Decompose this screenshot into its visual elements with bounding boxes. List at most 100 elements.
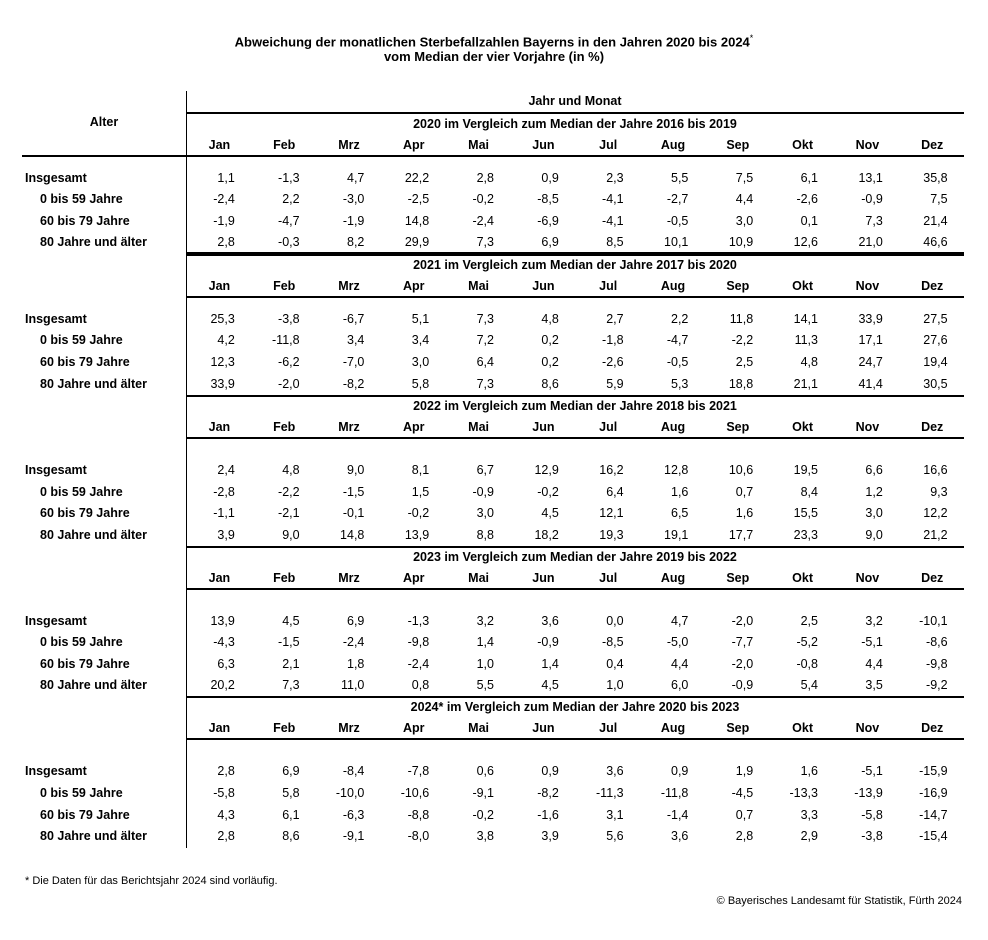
table-cell: 1,8 [347, 657, 365, 671]
table-cell: 15,5 [793, 506, 818, 520]
table-cell: 17,7 [728, 528, 754, 542]
table-cell: -0,9 [537, 635, 559, 649]
column-divider [186, 91, 187, 848]
month-header-apr: Apr [403, 420, 425, 434]
table-cell: 35,8 [923, 171, 948, 185]
month-header-okt: Okt [792, 138, 813, 152]
table-cell: 6,4 [476, 355, 494, 369]
row-label: 60 bis 79 Jahre [40, 657, 130, 671]
table-cell: -0,2 [472, 808, 494, 822]
table-cell: 1,9 [735, 764, 754, 778]
table-cell: 0,8 [411, 678, 430, 692]
month-header-nov: Nov [855, 279, 880, 293]
table-cell: 5,3 [671, 377, 689, 391]
table-cell: -0,1 [342, 506, 365, 520]
table-cell: 6,6 [865, 463, 883, 477]
table-cell: 3,6 [671, 829, 689, 843]
table-cell: 0,2 [541, 355, 559, 369]
table-cell: 2,8 [217, 235, 235, 249]
table-cell: 41,4 [858, 377, 883, 391]
table-cell: -8,8 [407, 808, 430, 822]
table-cell: -1,3 [278, 171, 300, 185]
table-cell: 14,8 [404, 214, 430, 228]
table-cell: 13,9 [404, 528, 430, 542]
month-header-jun: Jun [532, 279, 555, 293]
table-cell: 33,9 [858, 312, 883, 326]
table-cell: -1,6 [537, 808, 559, 822]
table-cell: 6,5 [671, 506, 689, 520]
table-cell: 4,8 [800, 355, 818, 369]
table-cell: -1,5 [342, 485, 365, 499]
table-cell: 0,7 [735, 485, 754, 499]
table-cell: 16,2 [599, 463, 624, 477]
table-cell: -6,9 [537, 214, 559, 228]
table-cell: -2,0 [278, 377, 300, 391]
month-header-aug: Aug [660, 420, 686, 434]
table-cell: 0,1 [800, 214, 818, 228]
table-cell: -2,7 [666, 192, 689, 206]
month-header-jul: Jul [599, 571, 618, 585]
month-header-dez: Dez [921, 571, 944, 585]
table-cell: 3,5 [865, 678, 883, 692]
table-cell: -9,1 [342, 829, 365, 843]
table-cell: 2,9 [800, 829, 818, 843]
month-header-jan: Jan [208, 279, 231, 293]
section-rule [186, 395, 964, 397]
month-header-feb: Feb [273, 721, 296, 735]
table-cell: 12,1 [599, 506, 624, 520]
table-cell: -2,4 [342, 635, 365, 649]
table-cell: -11,8 [272, 333, 300, 347]
row-label: 0 bis 59 Jahre [40, 485, 123, 499]
month-header-sep: Sep [726, 571, 750, 585]
header-alter: Alter [89, 115, 119, 129]
month-header-aug: Aug [660, 571, 686, 585]
table-cell: 4,4 [865, 657, 883, 671]
table-cell: 3,8 [476, 829, 494, 843]
row-label: Insgesamt [25, 614, 87, 628]
month-header-nov: Nov [855, 721, 880, 735]
table-cell: 2,7 [606, 312, 624, 326]
month-header-mai: Mai [468, 721, 489, 735]
table-cell: 5,8 [411, 377, 430, 391]
table-cell: -0,9 [861, 192, 883, 206]
section-title: 2024* im Vergleich zum Median der Jahre … [410, 700, 740, 714]
table-cell: 3,4 [411, 333, 430, 347]
table-cell: -2,0 [731, 657, 754, 671]
month-header-jun: Jun [532, 420, 555, 434]
table-cell: 4,7 [347, 171, 365, 185]
month-header-okt: Okt [792, 571, 813, 585]
table-cell: -15,9 [919, 764, 948, 778]
month-header-feb: Feb [273, 420, 296, 434]
table-cell: -3,0 [342, 192, 365, 206]
table-cell: -5,2 [796, 635, 818, 649]
table-cell: -14,7 [919, 808, 948, 822]
table-cell: 0,0 [606, 614, 624, 628]
table-cell: -4,5 [731, 786, 754, 800]
month-header-rule [22, 155, 964, 157]
header-rule [186, 112, 964, 114]
month-header-sep: Sep [726, 420, 750, 434]
table-cell: 11,8 [729, 312, 754, 326]
table-cell: -4,7 [666, 333, 689, 347]
table-cell: -2,0 [731, 614, 754, 628]
table-cell: 2,4 [217, 463, 235, 477]
table-cell: 8,5 [606, 235, 624, 249]
month-header-jul: Jul [599, 279, 618, 293]
row-label: 60 bis 79 Jahre [40, 506, 130, 520]
table-cell: -8,2 [342, 377, 365, 391]
table-cell: 19,5 [793, 463, 818, 477]
row-label: 80 Jahre und älter [40, 235, 147, 249]
table-cell: 18,8 [728, 377, 754, 391]
table-cell: -0,2 [537, 485, 559, 499]
month-header-dez: Dez [921, 279, 944, 293]
table-cell: 5,4 [800, 678, 818, 692]
table-cell: -0,3 [278, 235, 300, 249]
table-cell: 2,5 [735, 355, 754, 369]
table-cell: 5,5 [671, 171, 689, 185]
section-title: 2023 im Vergleich zum Median der Jahre 2… [413, 550, 737, 564]
row-label: 60 bis 79 Jahre [40, 808, 130, 822]
table-cell: -8,5 [537, 192, 559, 206]
month-header-mai: Mai [468, 571, 489, 585]
table-cell: 0,2 [541, 333, 559, 347]
month-header-jan: Jan [208, 571, 231, 585]
